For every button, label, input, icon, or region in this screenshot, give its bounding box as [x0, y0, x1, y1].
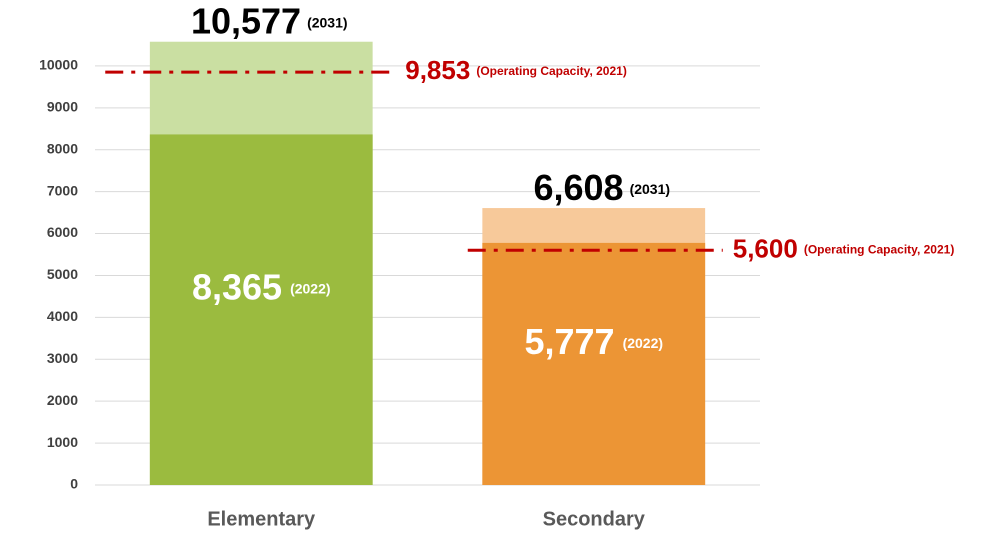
y-tick-label: 9000: [47, 99, 78, 115]
y-tick-label: 1000: [47, 434, 78, 450]
y-tick-label: 0: [70, 476, 78, 492]
value-label: 5,777: [524, 320, 614, 361]
x-tick-label: Secondary: [543, 508, 646, 530]
series-label: (2022): [290, 280, 330, 296]
reference-note: (Operating Capacity, 2021): [804, 242, 955, 256]
reference-label: 5,600 (Operating Capacity, 2021): [733, 233, 955, 263]
bar: [149, 134, 373, 485]
x-tick-label: Elementary: [207, 508, 316, 530]
value-label: 8,365: [192, 266, 282, 307]
bar-label: 8,365 (2022): [192, 266, 331, 307]
reference-note: (Operating Capacity, 2021): [476, 64, 627, 78]
reference-value: 9,853: [405, 55, 470, 85]
reference-value: 5,600: [733, 233, 798, 263]
reference-label: 9,853 (Operating Capacity, 2021): [405, 55, 627, 85]
bar-label: 10,577 (2031): [191, 0, 348, 41]
y-tick-label: 5000: [47, 266, 78, 282]
y-tick-label: 10000: [39, 57, 78, 73]
value-label: 10,577: [191, 0, 301, 41]
y-tick-label: 8000: [47, 140, 78, 156]
series-label: (2031): [307, 14, 347, 30]
bar-label: 6,608 (2031): [533, 167, 670, 208]
bar: [482, 242, 706, 485]
y-tick-label: 7000: [47, 182, 78, 198]
y-tick-label: 4000: [47, 308, 78, 324]
y-tick-label: 3000: [47, 350, 78, 366]
bar-label: 5,777 (2022): [524, 320, 663, 361]
value-label: 6,608: [533, 167, 623, 208]
series-label: (2022): [623, 335, 663, 351]
y-tick-label: 6000: [47, 224, 78, 240]
y-tick-label: 2000: [47, 392, 78, 408]
series-label: (2031): [630, 181, 670, 197]
